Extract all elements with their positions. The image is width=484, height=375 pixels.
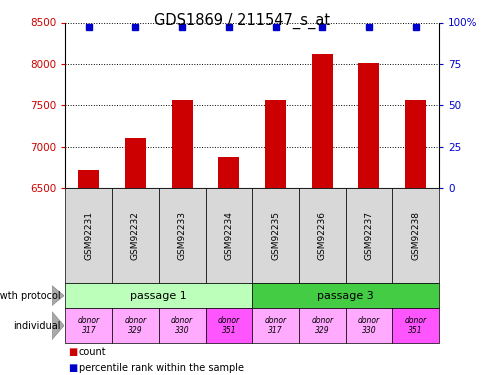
Text: ■: ■ xyxy=(68,363,77,373)
Bar xyxy=(404,100,425,188)
Bar xyxy=(78,170,99,188)
Text: donor
317: donor 317 xyxy=(77,316,100,335)
Text: donor
329: donor 329 xyxy=(124,316,146,335)
Text: GSM92231: GSM92231 xyxy=(84,211,93,260)
Text: donor
351: donor 351 xyxy=(217,316,240,335)
Text: donor
351: donor 351 xyxy=(404,316,426,335)
Text: donor
317: donor 317 xyxy=(264,316,286,335)
Text: GSM92238: GSM92238 xyxy=(410,211,419,260)
Text: GSM92235: GSM92235 xyxy=(271,211,279,260)
Text: donor
330: donor 330 xyxy=(357,316,379,335)
Bar xyxy=(218,158,239,188)
Text: percentile rank within the sample: percentile rank within the sample xyxy=(78,363,243,373)
Bar xyxy=(125,138,146,188)
Text: count: count xyxy=(78,346,106,357)
Text: GSM92234: GSM92234 xyxy=(224,211,233,260)
Text: passage 1: passage 1 xyxy=(130,291,187,301)
Text: GSM92232: GSM92232 xyxy=(131,211,140,260)
Text: donor
330: donor 330 xyxy=(171,316,193,335)
Polygon shape xyxy=(52,286,64,306)
Text: growth protocol: growth protocol xyxy=(0,291,60,301)
Bar xyxy=(311,54,332,188)
Text: GSM92233: GSM92233 xyxy=(177,211,186,260)
Text: individual: individual xyxy=(13,321,60,331)
Text: GDS1869 / 211547_s_at: GDS1869 / 211547_s_at xyxy=(154,13,330,29)
Text: ■: ■ xyxy=(68,346,77,357)
Bar xyxy=(171,100,192,188)
Bar xyxy=(264,100,286,188)
Text: passage 3: passage 3 xyxy=(317,291,373,301)
Text: GSM92237: GSM92237 xyxy=(363,211,373,260)
Text: GSM92236: GSM92236 xyxy=(317,211,326,260)
Bar xyxy=(358,63,378,188)
Text: donor
329: donor 329 xyxy=(311,316,333,335)
Polygon shape xyxy=(52,312,64,340)
